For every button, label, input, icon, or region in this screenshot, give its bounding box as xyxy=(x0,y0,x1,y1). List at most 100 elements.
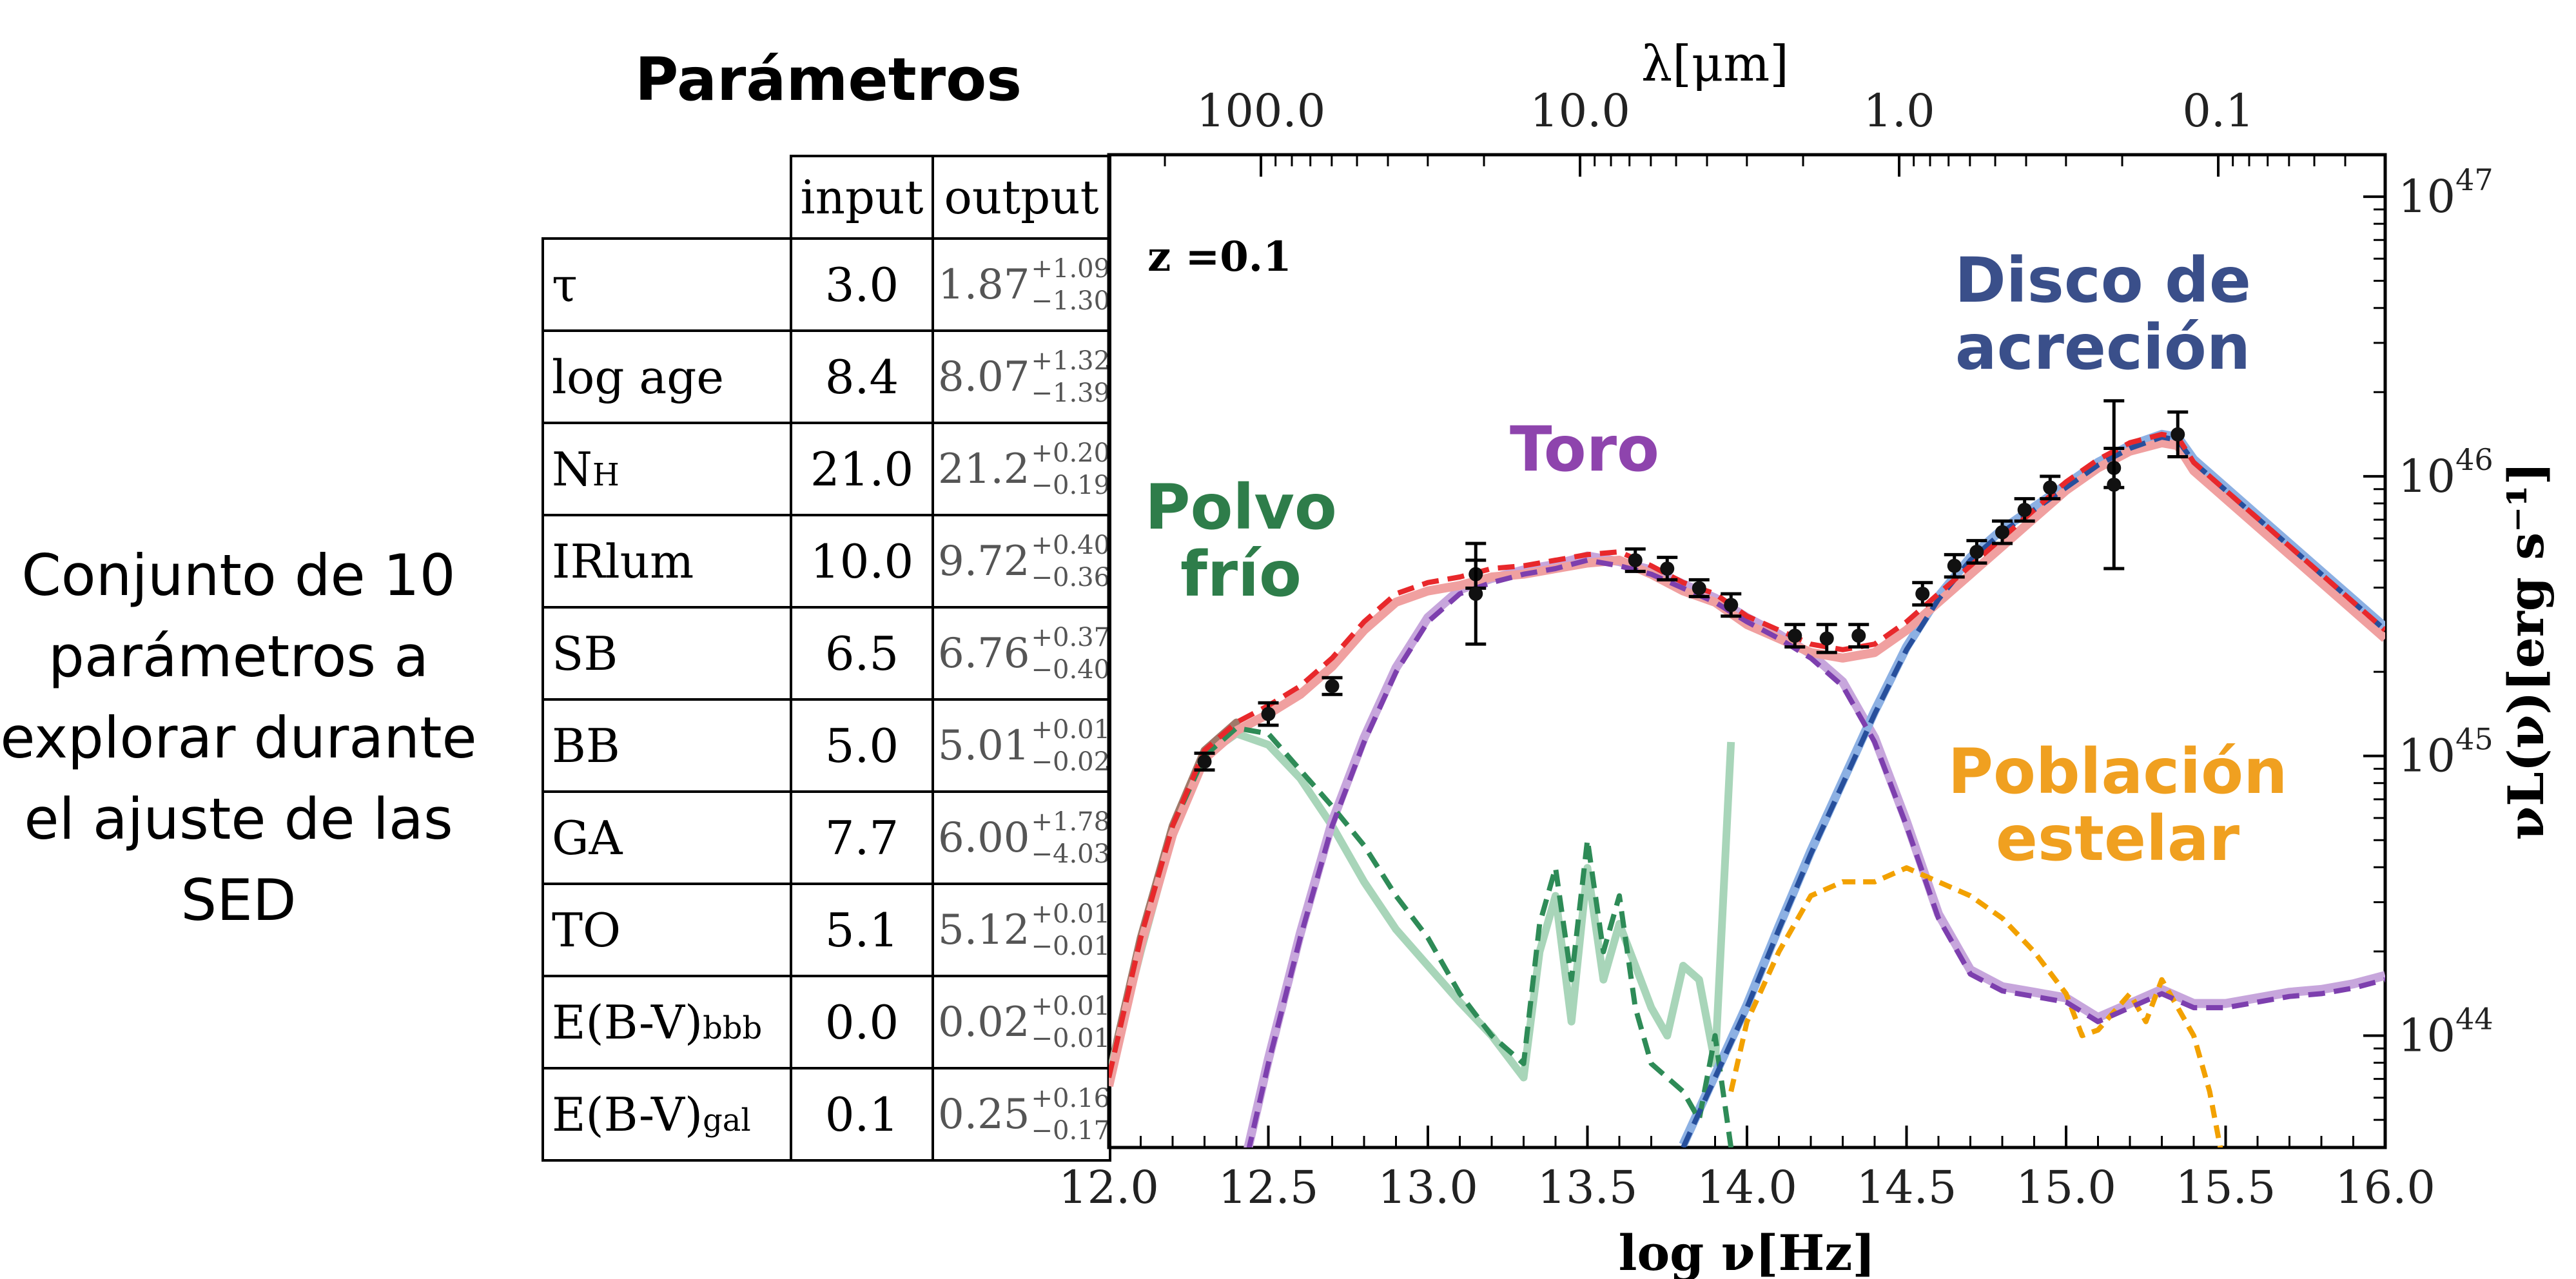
param-input: 0.0 xyxy=(790,975,934,1069)
params-header-blank xyxy=(543,156,792,240)
data-point xyxy=(1469,587,1483,601)
param-output: 0.02 +0.01 −0.01 xyxy=(932,975,1111,1069)
y-tick-label: 1045 xyxy=(2398,722,2493,783)
x-tick-label: 13.5 xyxy=(1537,1161,1638,1214)
data-point xyxy=(2107,477,2122,492)
param-name-text: TO xyxy=(552,903,621,957)
data-point xyxy=(1851,629,1866,643)
data-point xyxy=(1325,679,1340,694)
top-tick-label: 0.1 xyxy=(2182,84,2254,137)
stellar-label: Población xyxy=(1948,736,2288,808)
param-error-minus: −4.03 xyxy=(1031,839,1110,869)
param-name-subscript: bbb xyxy=(703,1010,763,1046)
param-name-subscript: gal xyxy=(703,1102,751,1138)
param-output: 8.07 +1.32 −1.39 xyxy=(932,329,1111,424)
param-error-plus: +0.20 xyxy=(1031,438,1110,468)
data-point xyxy=(1969,545,1984,559)
param-input: 10.0 xyxy=(790,514,934,609)
y-tick-exponent: 47 xyxy=(2455,162,2493,197)
param-error-plus: +1.78 xyxy=(1031,806,1110,837)
param-output-errors: +0.01 −0.02 xyxy=(1031,714,1108,778)
param-output-value: 21.2 xyxy=(938,445,1030,493)
param-error-plus: +1.09 xyxy=(1031,253,1110,284)
param-input: 7.7 xyxy=(790,790,934,885)
param-name: E(B-V)gal xyxy=(542,1067,792,1162)
data-point xyxy=(1995,525,2009,540)
param-error-minus: −0.40 xyxy=(1031,654,1110,685)
param-name: TO xyxy=(542,883,792,977)
y-tick-exponent: 45 xyxy=(2455,722,2493,757)
param-name-subscript: H xyxy=(592,456,620,493)
disk-label: acreción xyxy=(1955,311,2250,384)
side-note-line: explorar durante xyxy=(0,705,477,771)
early-ir-median-curve xyxy=(1109,718,1240,1082)
side-note-line: SED xyxy=(181,867,297,933)
params-header-input: input xyxy=(790,155,934,240)
param-error-plus: +0.01 xyxy=(1031,991,1110,1021)
param-output-value: 0.25 xyxy=(938,1090,1030,1138)
param-output-errors: +1.32 −1.39 xyxy=(1031,345,1110,409)
param-name-text: GA xyxy=(552,810,623,865)
param-output-errors: +1.09 −1.30 xyxy=(1031,253,1110,317)
data-point xyxy=(1947,558,1962,573)
y-tick-label: 1047 xyxy=(2398,162,2493,223)
stellar-label: estelar xyxy=(1996,803,2240,875)
param-name: NH xyxy=(542,422,792,516)
param-input: 21.0 xyxy=(790,422,934,516)
params-row: log age 8.4 8.07 +1.32 −1.39 xyxy=(542,329,1111,424)
param-output: 0.25 +0.16 −0.17 xyxy=(932,1067,1111,1162)
x-axis-label: log ν[Hz] xyxy=(1619,1224,1876,1279)
param-output-value: 5.12 xyxy=(938,906,1030,954)
param-name: BB xyxy=(542,698,792,793)
param-name-text: E(B-V) xyxy=(552,995,703,1050)
y-tick-exponent: 46 xyxy=(2455,442,2493,477)
params-title: Parámetros xyxy=(635,45,1022,114)
top-axis-label: λ[μm] xyxy=(1641,35,1789,92)
param-error-minus: −1.39 xyxy=(1031,378,1110,408)
disk-label: Disco de xyxy=(1955,244,2251,317)
y-tick-label: 1046 xyxy=(2398,442,2493,503)
param-output: 21.2 +0.20 −0.19 xyxy=(932,422,1111,516)
param-output-value: 6.00 xyxy=(938,814,1030,862)
data-point xyxy=(2017,502,2032,517)
param-output-errors: +0.40 −0.36 xyxy=(1031,529,1108,594)
param-input: 5.1 xyxy=(790,883,934,977)
param-error-minus: −1.30 xyxy=(1031,286,1110,316)
param-output: 6.00 +1.78 −4.03 xyxy=(932,790,1111,885)
side-note-line: parámetros a xyxy=(48,623,429,690)
param-output-errors: +0.16 −0.17 xyxy=(1031,1082,1110,1147)
param-output-value: 1.87 xyxy=(938,260,1030,309)
param-error-minus: −0.17 xyxy=(1031,1115,1110,1146)
x-tick-label: 14.0 xyxy=(1697,1161,1797,1214)
torus-curve xyxy=(1246,558,2385,1147)
param-name-text: log age xyxy=(552,349,724,404)
data-point xyxy=(1197,754,1212,769)
param-name: log age xyxy=(542,329,792,424)
param-output: 5.01 +0.01 −0.02 xyxy=(932,698,1111,793)
params-row: E(B-V)gal 0.1 0.25 +0.16 −0.17 xyxy=(542,1067,1111,1162)
data-point xyxy=(1692,581,1706,596)
stellar-curve xyxy=(1728,865,2223,1147)
param-output-value: 0.02 xyxy=(938,998,1030,1046)
param-input: 8.4 xyxy=(790,329,934,424)
x-tick-label: 15.5 xyxy=(2176,1161,2276,1214)
y-tick-exponent: 44 xyxy=(2455,1001,2493,1036)
params-row: TO 5.1 5.12 +0.01 −0.01 xyxy=(542,883,1111,977)
param-output: 5.12 +0.01 −0.01 xyxy=(932,883,1111,977)
cold-dust-label: frío xyxy=(1180,538,1302,610)
params-row: BB 5.0 5.01 +0.01 −0.02 xyxy=(542,698,1111,793)
data-point xyxy=(1819,631,1834,646)
x-tick-label: 15.0 xyxy=(2016,1161,2116,1214)
params-row: SB 6.5 6.76 +0.37 −0.40 xyxy=(542,606,1111,701)
params-row: IRlum 10.0 9.72 +0.40 −0.36 xyxy=(542,514,1111,609)
param-output: 6.76 +0.37 −0.40 xyxy=(932,606,1111,701)
param-output-errors: +1.78 −4.03 xyxy=(1031,806,1110,870)
param-error-minus: −0.01 xyxy=(1031,931,1110,961)
param-name-text: N xyxy=(552,442,592,496)
params-header-output: output xyxy=(932,155,1111,240)
param-name-text: τ xyxy=(552,257,578,312)
data-point xyxy=(1788,629,1802,643)
torus-label: Toro xyxy=(1510,413,1659,485)
data-point xyxy=(1660,561,1675,576)
param-input: 5.0 xyxy=(790,698,934,793)
